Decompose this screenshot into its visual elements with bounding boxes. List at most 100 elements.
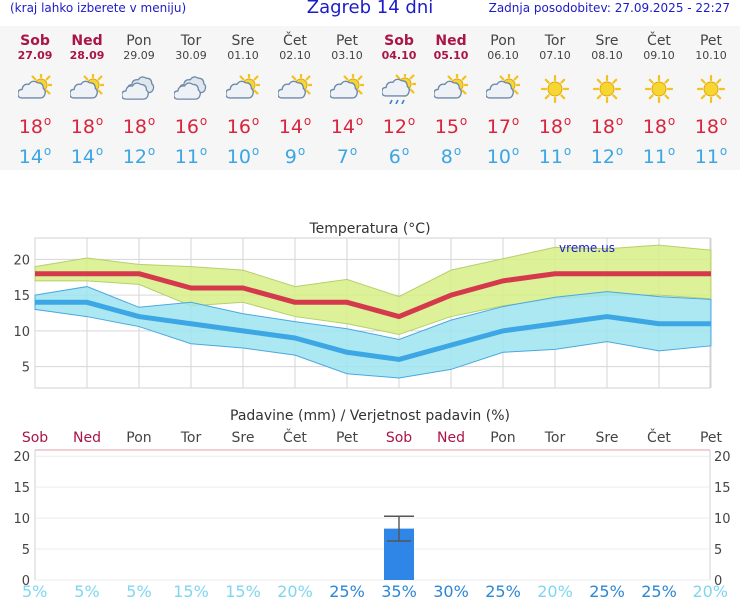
precipitation-probability: 20% bbox=[537, 582, 573, 600]
temperature-chart-title: Temperatura (°C) bbox=[308, 221, 430, 237]
day-name: Sre bbox=[595, 33, 619, 49]
min-temperature: 8o bbox=[440, 144, 462, 168]
day-column: Čet 02.10 14o 9o bbox=[269, 26, 321, 170]
partly-cloudy-icon bbox=[17, 71, 55, 104]
precipitation-probability: 15% bbox=[173, 582, 209, 600]
precipitation-day-label: Pet bbox=[700, 430, 723, 446]
max-temperature-value: 16 bbox=[226, 116, 251, 138]
min-temperature-value: 8 bbox=[440, 146, 453, 168]
min-temperature: 9o bbox=[284, 144, 306, 168]
day-column: Čet 09.10 18o 11o bbox=[633, 26, 685, 170]
precipitation-probability: 30% bbox=[433, 582, 469, 600]
header: (kraj lahko izberete v meniju) Zagreb 14… bbox=[0, 0, 740, 22]
max-temperature-value: 14 bbox=[330, 116, 355, 138]
max-temperature: 16o bbox=[226, 114, 260, 138]
min-temperature: 14o bbox=[70, 144, 104, 168]
day-name: Tor bbox=[180, 33, 202, 49]
min-temperature-band bbox=[34, 286, 712, 379]
max-temperature: 18o bbox=[18, 114, 52, 138]
temperature-y-tick: 20 bbox=[13, 253, 30, 268]
day-column: Sob 27.09 18o 14o bbox=[9, 26, 61, 170]
max-temperature: 12o bbox=[382, 114, 416, 138]
partly-cloudy-icon bbox=[225, 71, 263, 104]
day-name: Pon bbox=[490, 33, 516, 49]
sun-icon bbox=[642, 74, 676, 104]
max-temperature: 14o bbox=[278, 114, 312, 138]
precipitation-y-tick-right: 0 bbox=[714, 574, 722, 589]
day-date: 07.10 bbox=[539, 49, 571, 62]
precipitation-day-label: Sob bbox=[22, 430, 48, 446]
partly-cloudy-icon bbox=[485, 71, 523, 104]
partly-cloudy-icon bbox=[277, 71, 315, 104]
min-temperature-value: 11 bbox=[174, 146, 199, 168]
precipitation-day-label: Ned bbox=[437, 430, 465, 446]
min-temperature: 10o bbox=[486, 144, 520, 168]
precipitation-y-tick-right: 10 bbox=[714, 512, 731, 527]
precipitation-day-label: Tor bbox=[180, 430, 202, 446]
min-temperature-line bbox=[35, 299, 711, 362]
min-temperature-value: 10 bbox=[486, 146, 511, 168]
day-date: 01.10 bbox=[227, 49, 259, 62]
day-date: 03.10 bbox=[331, 49, 363, 62]
precipitation-probability: 15% bbox=[225, 582, 261, 600]
precipitation-probability: 25% bbox=[329, 582, 365, 600]
day-name: Sre bbox=[231, 33, 255, 49]
max-temperature: 18o bbox=[694, 114, 728, 138]
min-temperature: 14o bbox=[18, 144, 52, 168]
min-temperature: 12o bbox=[122, 144, 156, 168]
temperature-y-tick: 15 bbox=[13, 289, 30, 304]
day-column: Pon 29.09 18o 12o bbox=[113, 26, 165, 170]
max-temperature-value: 18 bbox=[18, 116, 43, 138]
min-temperature: 7o bbox=[336, 144, 358, 168]
precipitation-day-label: Čet bbox=[283, 428, 307, 446]
forecast-strip: Sob 27.09 18o 14o Ned 28.09 18o 14o Pon 29.09 18o 1… bbox=[0, 26, 740, 170]
precipitation-probability: 25% bbox=[589, 582, 625, 600]
max-temperature: 18o bbox=[642, 114, 676, 138]
max-temperature-value: 18 bbox=[70, 116, 95, 138]
precipitation-y-tick-right: 20 bbox=[714, 450, 731, 465]
day-name: Pon bbox=[126, 33, 152, 49]
max-temperature: 16o bbox=[174, 114, 208, 138]
day-date: 08.10 bbox=[591, 49, 623, 62]
precipitation-y-tick-left: 10 bbox=[13, 512, 30, 527]
precipitation-day-label: Ned bbox=[73, 430, 101, 446]
min-temperature-value: 14 bbox=[18, 146, 43, 168]
min-temperature: 12o bbox=[590, 144, 624, 168]
max-temperature-value: 18 bbox=[694, 116, 719, 138]
day-date: 27.09 bbox=[17, 49, 53, 62]
max-temperature-value: 14 bbox=[278, 116, 303, 138]
day-column: Sre 08.10 18o 12o bbox=[581, 26, 633, 170]
min-temperature-value: 9 bbox=[284, 146, 297, 168]
max-temperature-value: 16 bbox=[174, 116, 199, 138]
precipitation-chart-title: Padavine (mm) / Verjetnost padavin (%) bbox=[230, 408, 510, 424]
day-date: 05.10 bbox=[433, 49, 469, 62]
min-temperature-value: 14 bbox=[70, 146, 95, 168]
precipitation-probability: 25% bbox=[485, 582, 521, 600]
min-temperature-value: 12 bbox=[122, 146, 147, 168]
day-date: 09.10 bbox=[643, 49, 675, 62]
precipitation-y-tick-right: 15 bbox=[714, 481, 731, 496]
min-temperature-value: 11 bbox=[538, 146, 563, 168]
day-column: Pet 10.10 18o 11o bbox=[685, 26, 737, 170]
precipitation-day-label: Pet bbox=[336, 430, 359, 446]
max-temperature-band bbox=[34, 244, 712, 335]
watermark: vreme.us bbox=[559, 241, 615, 255]
day-name: Ned bbox=[435, 33, 467, 49]
min-temperature-value: 11 bbox=[642, 146, 667, 168]
partly-cloudy-icon bbox=[433, 71, 471, 104]
min-temperature: 11o bbox=[174, 144, 208, 168]
min-temperature: 11o bbox=[538, 144, 572, 168]
max-temperature: 14o bbox=[330, 114, 364, 138]
day-name: Sob bbox=[384, 33, 414, 49]
day-name: Čet bbox=[283, 33, 307, 49]
precipitation-day-label: Pon bbox=[490, 430, 515, 446]
precipitation-day-label: Pon bbox=[126, 430, 151, 446]
max-temperature: 18o bbox=[590, 114, 624, 138]
min-temperature-value: 11 bbox=[694, 146, 719, 168]
max-temperature: 18o bbox=[538, 114, 572, 138]
cloudy-icon bbox=[121, 74, 156, 104]
last-updated: Zadnja posodobitev: 27.09.2025 - 22:27 bbox=[488, 1, 730, 15]
day-name: Ned bbox=[71, 33, 103, 49]
location-menu-hint[interactable]: (kraj lahko izberete v meniju) bbox=[10, 1, 187, 15]
max-temperature-line bbox=[35, 271, 711, 320]
